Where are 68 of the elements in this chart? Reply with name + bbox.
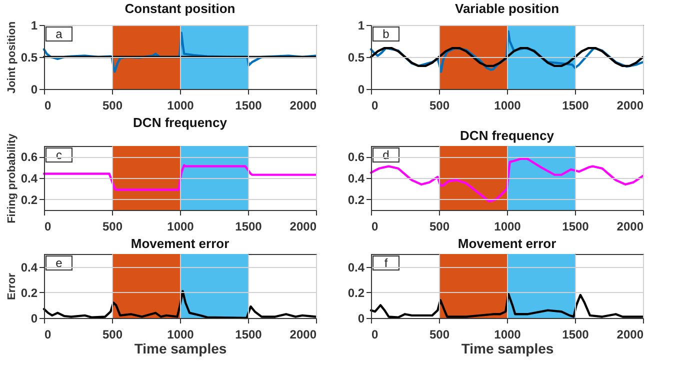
y-tick-label: 0.4 xyxy=(20,260,38,274)
x-tick-label: 1500 xyxy=(562,220,590,234)
y-tick-label: 0.2 xyxy=(20,192,38,207)
y-tick-label: 1 xyxy=(358,18,365,32)
y-tick-label: 0.2 xyxy=(348,286,365,300)
y-tick-label: 0 xyxy=(30,82,38,96)
x-tick-label: 1000 xyxy=(494,220,522,234)
x-tick-label: 0 xyxy=(44,328,52,342)
x-tick-label: 1500 xyxy=(235,328,262,342)
chart-title: Variable position xyxy=(454,1,560,16)
y-tick-label: 0.6 xyxy=(20,150,38,164)
y-tick-label: 0 xyxy=(358,82,365,96)
x-tick-label: 2000 xyxy=(290,220,317,234)
y-axis-title: Error xyxy=(6,272,18,300)
y-tick-label: 0.5 xyxy=(348,50,365,64)
y-tick-label: 0.4 xyxy=(20,172,38,186)
y-axis-title: Firing probability xyxy=(6,132,18,224)
annotation: e xyxy=(56,256,63,270)
x-tick-label: 0 xyxy=(44,98,52,112)
y-tick-label: 0.4 xyxy=(348,172,365,186)
y-tick-label: 0.4 xyxy=(348,260,365,274)
chart-title: Movement error xyxy=(458,236,556,251)
y-axis-title: Joint position xyxy=(6,21,18,94)
annotation: b xyxy=(382,27,390,41)
x-tick-label: 2000 xyxy=(616,328,644,342)
x-tick-label: 1000 xyxy=(167,220,194,234)
x-tick-label: 1000 xyxy=(494,328,522,342)
x-tick-label: 1500 xyxy=(235,220,262,234)
x-axis-title: Time samples xyxy=(134,340,227,356)
x-tick-label: 1000 xyxy=(167,328,194,342)
line-series xyxy=(42,32,318,73)
line-series xyxy=(370,30,644,73)
chart-title: DCN frequency xyxy=(133,115,228,130)
x-tick-label: 500 xyxy=(102,98,123,112)
line-series xyxy=(42,164,318,191)
x-tick-label: 2000 xyxy=(290,98,317,112)
x-tick-label: 500 xyxy=(429,220,450,234)
x-tick-label: 0 xyxy=(44,220,52,234)
y-tick-label: 0 xyxy=(358,312,365,326)
x-tick-label: 1500 xyxy=(562,328,590,342)
y-tick-label: 0.2 xyxy=(20,286,38,300)
x-tick-label: 1000 xyxy=(167,98,194,112)
y-tick-label: 0.2 xyxy=(348,192,365,207)
annotation: a xyxy=(56,27,63,41)
x-tick-label: 500 xyxy=(429,98,450,112)
annotation: f xyxy=(384,256,388,270)
y-tick-label: 0.6 xyxy=(348,150,365,164)
x-axis-title: Time samples xyxy=(461,340,554,356)
chart-title: Constant position xyxy=(124,1,236,16)
chart-title: DCN frequency xyxy=(460,128,555,143)
x-tick-label: 2000 xyxy=(616,220,644,234)
x-tick-label: 0 xyxy=(372,98,378,112)
chart-title: Movement error xyxy=(130,236,230,251)
x-tick-label: 1000 xyxy=(494,98,522,112)
y-tick-label: 0 xyxy=(30,312,38,326)
x-tick-label: 500 xyxy=(102,220,123,234)
y-tick-label: 0.5 xyxy=(20,50,38,64)
y-tick-label: 1 xyxy=(30,18,38,32)
line-series xyxy=(370,46,644,68)
x-tick-label: 500 xyxy=(429,328,450,342)
x-tick-label: 1500 xyxy=(235,98,262,112)
x-tick-label: 500 xyxy=(102,328,123,342)
x-tick-label: 1500 xyxy=(562,98,590,112)
x-tick-label: 2000 xyxy=(290,328,317,342)
x-tick-label: 0 xyxy=(372,328,378,342)
x-tick-label: 0 xyxy=(372,220,378,234)
line-series xyxy=(370,158,644,203)
x-tick-label: 2000 xyxy=(616,98,644,112)
